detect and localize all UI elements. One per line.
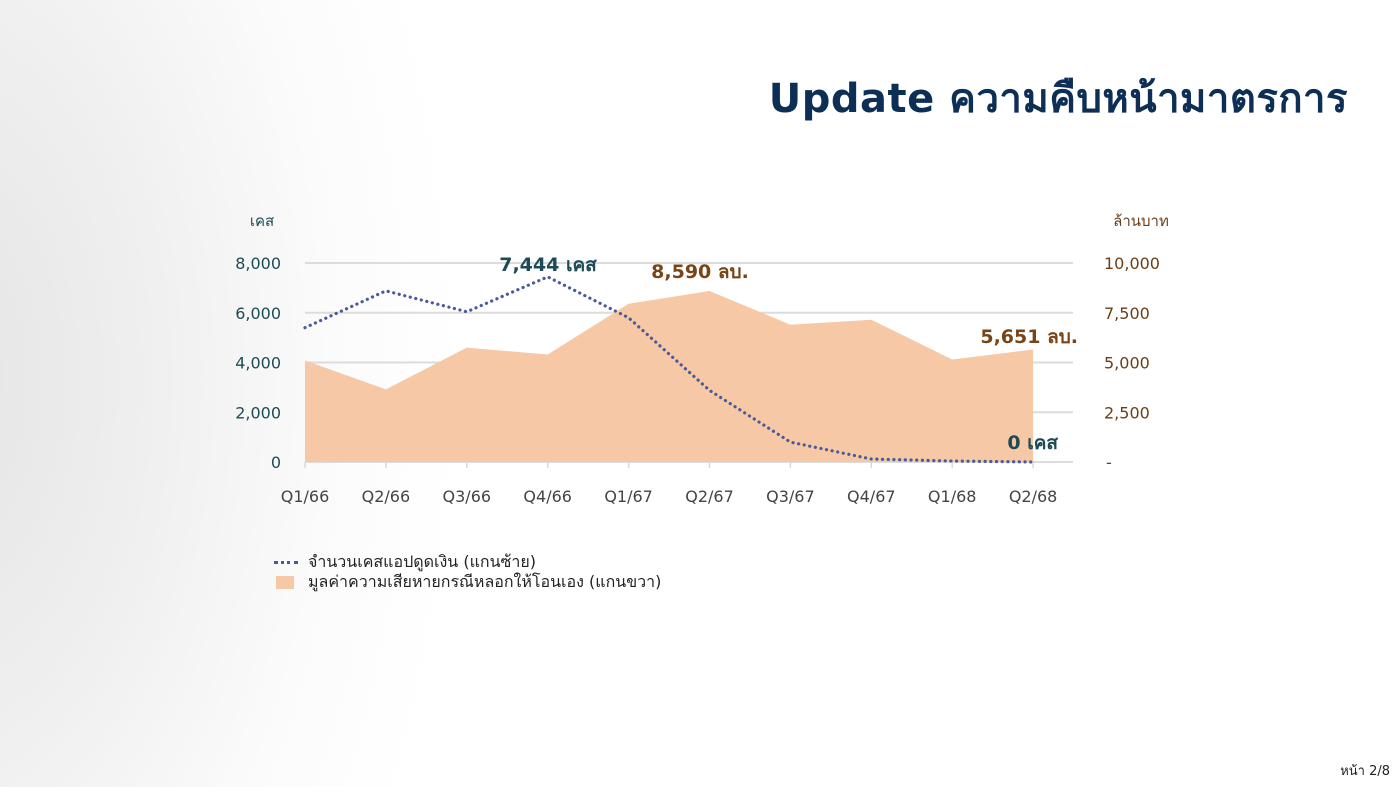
x-axis-tick: Q2/66 [362,487,411,506]
right-axis-tick: 2,500 [1104,403,1150,422]
annotation-peak-cases: 7,444 เคส [499,254,597,276]
right-axis-tick: 7,500 [1104,304,1150,323]
x-axis-tick: Q3/67 [766,487,815,506]
chart-legend: จำนวนเคสแอปดูดเงิน (แกนซ้าย) มูลค่าความเ… [274,552,661,592]
left-axis-tick: 0 [271,453,281,472]
legend-label-loss: มูลค่าความเสียหายกรณีหลอกให้โอนเอง (แกนข… [308,572,662,591]
loss-area-series [305,291,1034,462]
x-axis-tick: Q4/67 [847,487,896,506]
page-number: หน้า 2/8 [1340,764,1390,779]
x-axis-tick: Q3/66 [443,487,492,506]
left-axis-tick: 4,000 [235,354,281,373]
left-axis-tick: 6,000 [235,304,281,323]
right-axis-tick: - [1106,453,1112,472]
area-swatch-icon [276,575,294,589]
legend-item-loss: มูลค่าความเสียหายกรณีหลอกให้โอนเอง (แกนข… [274,572,661,592]
x-axis-tick: Q2/68 [1009,487,1058,506]
x-axis-tick: Q4/66 [523,487,572,506]
dotted-line-swatch-icon [274,560,298,564]
legend-label-cases: จำนวนเคสแอปดูดเงิน (แกนซ้าย) [308,552,536,571]
right-axis-unit: ล้านบาท [1113,212,1169,230]
left-axis-tick: 8,000 [235,254,281,273]
left-axis-tick: 2,000 [235,403,281,422]
cases-line-series [303,275,1035,464]
annotation-zero-cases: 0 เคส [1007,432,1058,454]
annotation-latest-loss: 5,651 ลบ. [980,326,1078,348]
annotation-peak-loss: 8,590 ลบ. [651,261,749,283]
legend-item-cases: จำนวนเคสแอปดูดเงิน (แกนซ้าย) [274,552,661,572]
x-axis-tick: Q1/66 [281,487,330,506]
x-axis-tick: Q1/67 [604,487,653,506]
slide-title: Update ความคืบหน้ามาตรการ [768,76,1348,122]
x-axis-tick: Q2/67 [685,487,734,506]
right-axis-tick: 5,000 [1104,354,1150,373]
left-axis-unit: เคส [250,212,274,230]
x-axis-tick: Q1/68 [928,487,977,506]
right-axis-tick: 10,000 [1104,254,1160,273]
